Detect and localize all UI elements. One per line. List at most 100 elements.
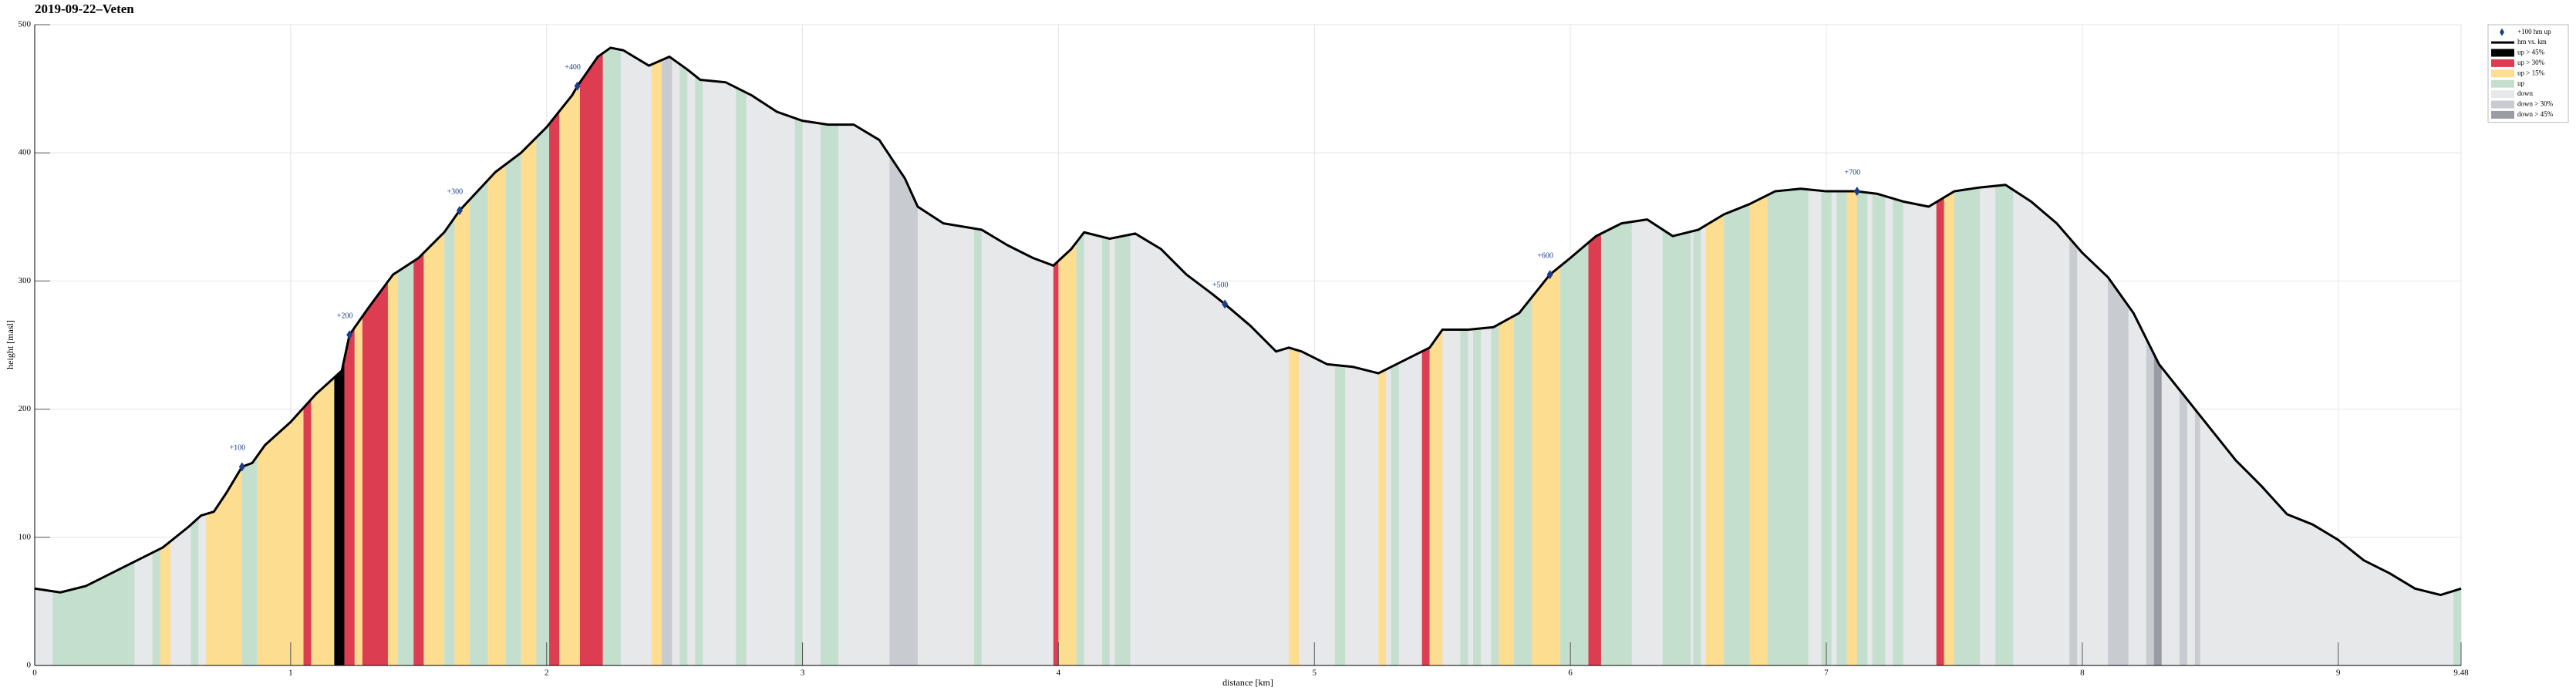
gradient-band [695,47,703,665]
x-tick-label: 9 [2336,669,2341,678]
legend-label: up > 30% [2517,59,2545,66]
gradient-band [1499,47,1515,665]
gradient-band [1473,47,1481,665]
gradient-band [1872,47,1886,665]
gradient-band [1846,47,1857,665]
gradient-band [303,47,312,665]
milestone-label: +300 [447,187,464,196]
x-tick-label: 2 [545,669,549,678]
gradient-band [1954,47,1981,665]
gradient-band [651,47,663,665]
gradient-band [191,47,199,665]
milestone-label: +400 [565,63,581,72]
gradient-band [889,47,918,665]
x-tick-label: 9.48 [2453,669,2469,678]
milestone-label: +100 [229,444,245,453]
milestone-marker [1222,299,1229,309]
milestone-marker [1546,270,1553,280]
gradient-band [579,47,603,665]
gradient-band [241,47,258,665]
legend-swatch [2491,90,2514,99]
gradient-band [1058,47,1077,665]
plot-area: 0 100 200 300 400 500 0 1 2 3 4 5 6 7 8 9 9.48 +100 +200 +3… [19,20,2470,678]
gradient-band [536,47,550,665]
legend-swatch [2491,110,2514,119]
y-axis-label: height [masl] [5,320,15,369]
y-tick-label: 200 [19,404,32,413]
milestone-label: +700 [1844,168,1860,177]
gradient-band [1491,47,1499,665]
milestone-marker [238,462,245,472]
milestone-marker [456,205,463,215]
gradient-band [1076,47,1084,665]
x-tick-label: 6 [1568,669,1573,678]
gradient-band [505,47,521,665]
y-tick-label: 500 [19,20,32,29]
x-tick-label: 8 [2080,669,2085,678]
gradient-band [398,47,414,665]
gradient-band [1662,47,1691,665]
gradient-band [1514,47,1532,665]
gradient-band [602,47,621,665]
gradient-band [820,47,839,665]
gradient-band [794,47,803,665]
milestone-label: +600 [1537,251,1553,260]
gradient-band [1693,47,1701,665]
gradient-band [1836,47,1847,665]
gradient-band [662,47,673,665]
gradient-band [470,47,488,665]
milestone-marker [346,330,353,340]
legend-swatch [2491,49,2514,57]
gradient-band [1856,47,1868,665]
x-tick-label: 7 [1824,669,1829,678]
milestone-marker [1853,187,1860,197]
gradient-band [736,47,747,665]
gradient-band [52,47,135,665]
gradient-band [2108,47,2129,665]
legend-label: hm vs. km [2517,38,2547,45]
gradient-band [1289,47,1300,665]
gradient-band [443,47,455,665]
gradient-band [1936,47,1944,665]
gradient-band [257,47,304,665]
gradient-band [2179,47,2187,665]
gradient-band [1588,47,1601,665]
x-tick-label: 1 [288,669,293,678]
legend-label: down [2517,89,2533,97]
gradient-band [1749,47,1768,665]
milestone-label: +200 [337,312,353,321]
gradient-band [1378,47,1387,665]
gradient-band [1114,47,1131,665]
gradient-band [1600,47,1632,665]
gradient-band [1995,47,2014,665]
gradient-band [1334,47,1346,665]
legend-swatch [2491,79,2514,88]
gradient-band [1053,47,1059,665]
gradient-band [2146,47,2154,665]
x-tick-label: 3 [801,669,805,678]
gradient-band [1391,47,1399,665]
gradient-band [2153,47,2162,665]
x-tick-label: 5 [1313,669,1317,678]
milestone-marker [574,81,581,91]
x-tick-label: 0 [32,669,37,678]
gradient-band [2069,47,2078,665]
gradient-band [679,47,688,665]
gradient-band [1101,47,1110,665]
legend: +100 hm up hm vs. km up > 45% up > 30% up > … [2487,24,2569,123]
gradient-band [423,47,444,665]
y-tick-label: 400 [19,148,32,157]
gradient-band [334,47,345,665]
y-tick-label: 100 [19,532,32,541]
gradient-band [521,47,537,665]
gradient-band [2453,47,2461,665]
gradient-band [973,47,982,665]
legend-marker [2500,28,2504,36]
gradient-band [1821,47,1832,665]
legend-label: up > 45% [2517,49,2545,56]
legend-label: up [2517,79,2525,87]
gradient-band [1421,47,1430,665]
x-tick-label: 4 [1057,669,1061,678]
gradient-band [1559,47,1589,665]
milestone-label: +500 [1212,281,1229,290]
